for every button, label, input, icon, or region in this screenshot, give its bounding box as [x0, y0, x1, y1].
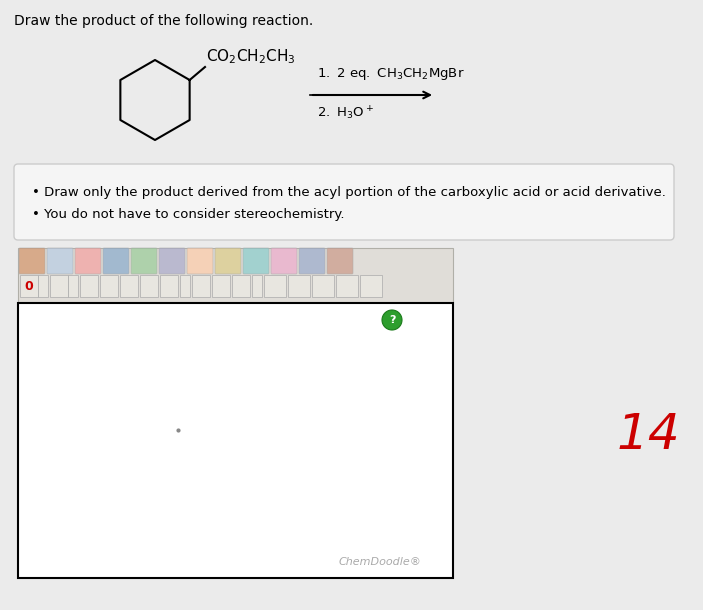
Text: 0: 0 [25, 279, 33, 293]
Bar [120, 275, 138, 297]
Text: $\mathregular{2.\ H_3O^+}$: $\mathregular{2.\ H_3O^+}$ [317, 105, 374, 123]
FancyBboxPatch shape [14, 164, 674, 240]
Text: ChemDoodle®: ChemDoodle® [339, 557, 421, 567]
Bar [252, 275, 262, 297]
Bar [288, 275, 310, 297]
Bar [212, 275, 230, 297]
FancyBboxPatch shape [215, 248, 241, 274]
FancyBboxPatch shape [327, 248, 353, 274]
Text: • You do not have to consider stereochemistry.: • You do not have to consider stereochem… [32, 208, 344, 221]
FancyBboxPatch shape [159, 248, 185, 274]
Bar [192, 275, 210, 297]
FancyBboxPatch shape [103, 248, 129, 274]
Bar [312, 275, 334, 297]
Bar [160, 275, 178, 297]
Text: ?: ? [389, 315, 395, 325]
Bar [360, 275, 382, 297]
Bar [232, 275, 250, 297]
Bar [38, 275, 48, 297]
Circle shape [382, 310, 402, 330]
Bar [18, 248, 453, 303]
Bar [140, 275, 158, 297]
Text: $\mathregular{CO_2CH_2CH_3}$: $\mathregular{CO_2CH_2CH_3}$ [206, 48, 296, 66]
Text: Draw the product of the following reaction.: Draw the product of the following reacti… [14, 14, 314, 28]
Bar [264, 275, 286, 297]
FancyBboxPatch shape [299, 248, 325, 274]
FancyBboxPatch shape [47, 248, 73, 274]
FancyBboxPatch shape [187, 248, 213, 274]
Text: 14: 14 [616, 411, 680, 459]
Bar [80, 275, 98, 297]
Bar [100, 275, 118, 297]
Bar [50, 275, 68, 297]
FancyBboxPatch shape [75, 248, 101, 274]
Text: • Draw only the product derived from the acyl portion of the carboxylic acid or : • Draw only the product derived from the… [32, 186, 666, 199]
Bar [18, 303, 453, 578]
FancyBboxPatch shape [271, 248, 297, 274]
Bar [68, 275, 78, 297]
FancyBboxPatch shape [243, 248, 269, 274]
Bar [180, 275, 190, 297]
Text: $\mathregular{1.\ 2\ eq.\ CH_3CH_2MgBr}$: $\mathregular{1.\ 2\ eq.\ CH_3CH_2MgBr}$ [317, 66, 465, 82]
FancyBboxPatch shape [19, 248, 45, 274]
Bar [336, 275, 358, 297]
Bar [20, 275, 38, 297]
FancyBboxPatch shape [131, 248, 157, 274]
